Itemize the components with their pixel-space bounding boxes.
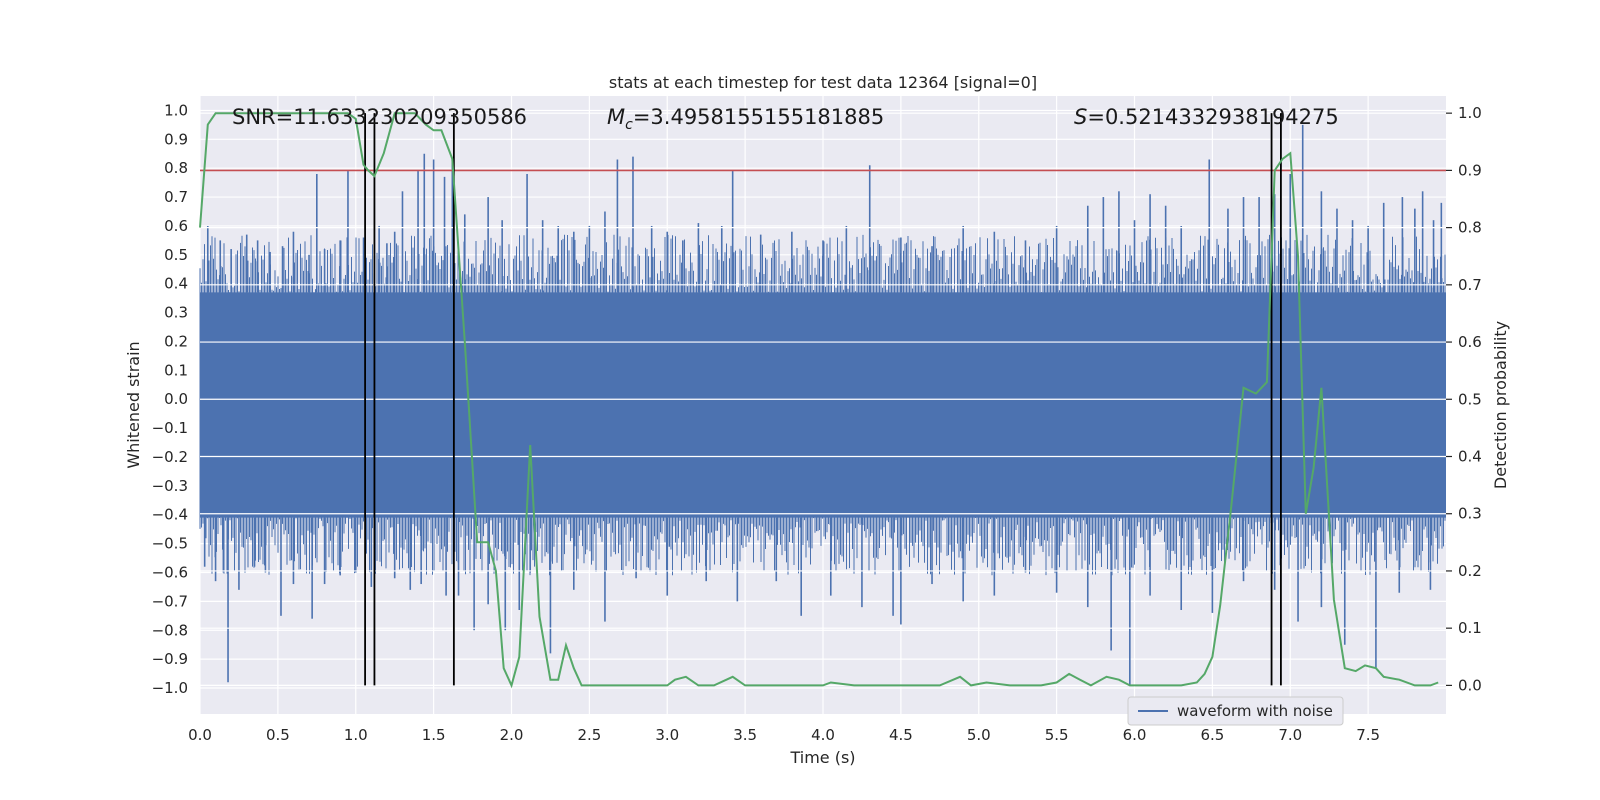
y-left-tick-label: −1.0 xyxy=(152,679,188,697)
y-left-tick-label: −0.2 xyxy=(152,448,188,466)
y-left-tick-label: 0.9 xyxy=(164,130,188,148)
y-left-tick-label: −0.1 xyxy=(152,419,188,437)
x-tick-label: 2.0 xyxy=(500,726,524,744)
waveform-series xyxy=(199,124,1446,686)
snr-annotation: SNR=11.633230209350586 xyxy=(232,105,527,129)
y-left-tick-label: −0.7 xyxy=(152,592,188,610)
y-left-tick-label: −0.3 xyxy=(152,477,188,495)
y-right-tick-label: 0.4 xyxy=(1458,448,1482,466)
y-left-tick-label: 0.4 xyxy=(164,275,188,293)
y-left-tick-label: −0.5 xyxy=(152,535,188,553)
x-tick-label: 6.5 xyxy=(1200,726,1224,744)
y-right-tick-label: 0.6 xyxy=(1458,333,1482,351)
x-tick-label: 1.0 xyxy=(344,726,368,744)
y-right-tick-label: 0.2 xyxy=(1458,562,1482,580)
x-tick-label: 0.0 xyxy=(188,726,212,744)
x-tick-label: 4.0 xyxy=(811,726,835,744)
y-right-tick-label: 0.9 xyxy=(1458,161,1482,179)
y-right-tick-label: 0.8 xyxy=(1458,219,1482,237)
legend-label: waveform with noise xyxy=(1177,702,1333,720)
y-right-tick-label: 1.0 xyxy=(1458,104,1482,122)
y-axis-right-title: Detection probability xyxy=(1491,321,1510,489)
y-right-tick-label: 0.0 xyxy=(1458,676,1482,694)
y-axis-left-title: Whitened strain xyxy=(124,341,143,468)
y-left-tick-label: −0.9 xyxy=(152,650,188,668)
y-axis-left-ticks: 1.0 0.9 0.8 0.7 0.6 0.5 0.4 0.3 0.2 0.1 0.0 −0.1 −0.… xyxy=(152,101,188,697)
waveform-noise xyxy=(199,234,1446,576)
y-right-tick-label: 0.7 xyxy=(1458,276,1482,294)
legend-box xyxy=(1127,696,1344,726)
chirp-mass-annotation: Mc=3.4958155155181885 xyxy=(607,105,884,133)
y-left-tick-label: 0.1 xyxy=(164,361,188,379)
x-tick-label: 7.0 xyxy=(1278,726,1302,744)
x-tick-label: 5.0 xyxy=(967,726,991,744)
y-right-tick-label: 0.3 xyxy=(1458,505,1482,523)
x-tick-label: 0.5 xyxy=(266,726,290,744)
x-axis-title: Time (s) xyxy=(789,748,855,767)
x-tick-label: 3.5 xyxy=(733,726,757,744)
y-axis-right-ticks: 1.0 0.9 0.8 0.7 0.6 0.5 0.4 0.3 0.2 0.1 0.0 xyxy=(1446,104,1482,694)
x-tick-label: 7.5 xyxy=(1356,726,1380,744)
chart-title: stats at each timestep for test data 123… xyxy=(609,73,1037,92)
y-left-tick-label: 0.6 xyxy=(164,217,188,235)
y-left-tick-label: −0.8 xyxy=(152,621,188,639)
x-axis-ticks: 0.0 0.5 1.0 1.5 2.0 2.5 3.0 3.5 4.0 4.5 5.0 5.5 6.0 6… xyxy=(188,726,1380,744)
probability-series xyxy=(199,112,1439,689)
y-left-tick-label: 0.5 xyxy=(164,246,188,264)
y-right-tick-label: 0.5 xyxy=(1458,390,1482,408)
y-left-tick-label: 0.2 xyxy=(164,332,188,350)
s-annotation: S=0.5214332938194275 xyxy=(1074,105,1339,129)
x-tick-label: 2.5 xyxy=(577,726,601,744)
y-left-tick-label: −0.4 xyxy=(152,506,188,524)
x-tick-label: 1.5 xyxy=(422,726,446,744)
y-left-tick-label: 0.3 xyxy=(164,304,188,322)
y-left-tick-label: 0.7 xyxy=(164,188,188,206)
y-left-tick-label: 0.0 xyxy=(164,390,188,408)
detection-lines xyxy=(364,113,1282,686)
y-left-tick-label: 1.0 xyxy=(164,101,188,119)
y-left-tick-label: −0.6 xyxy=(152,563,188,581)
y-right-tick-label: 0.1 xyxy=(1458,619,1482,637)
x-tick-label: 5.5 xyxy=(1045,726,1069,744)
x-tick-label: 4.5 xyxy=(889,726,913,744)
y-left-tick-label: 0.8 xyxy=(164,159,188,177)
x-tick-label: 6.0 xyxy=(1123,726,1147,744)
x-tick-label: 3.0 xyxy=(655,726,679,744)
legend: waveform with noise xyxy=(1127,696,1344,726)
